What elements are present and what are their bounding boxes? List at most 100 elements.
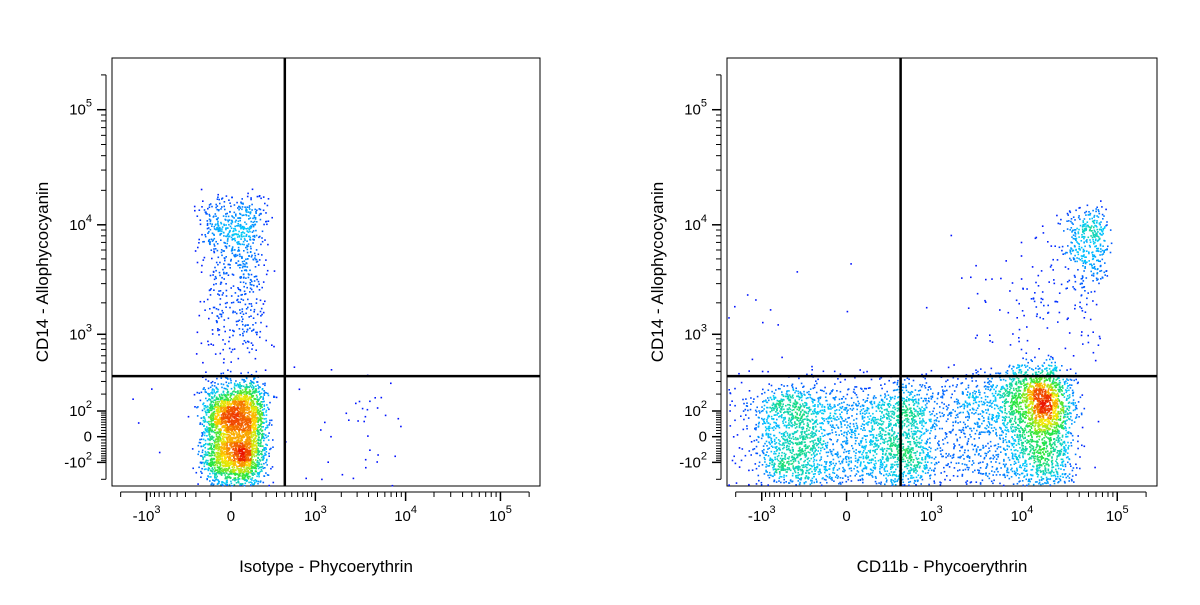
event-dot bbox=[764, 473, 766, 475]
event-dot bbox=[239, 264, 241, 266]
event-dot bbox=[221, 481, 223, 483]
event-dot bbox=[1081, 331, 1083, 333]
event-dot bbox=[227, 427, 229, 429]
event-dot bbox=[363, 421, 365, 423]
event-dot bbox=[982, 473, 984, 475]
event-dot bbox=[211, 423, 213, 425]
event-dot bbox=[215, 422, 217, 424]
event-dot bbox=[359, 401, 361, 403]
event-dot bbox=[242, 244, 244, 246]
event-dot bbox=[225, 402, 227, 404]
event-dot bbox=[1081, 414, 1083, 416]
event-dot bbox=[217, 446, 219, 448]
event-dot bbox=[968, 469, 970, 471]
event-dot bbox=[214, 226, 216, 228]
event-dot bbox=[1102, 214, 1104, 216]
event-dot bbox=[972, 373, 974, 375]
event-dot bbox=[255, 464, 257, 466]
event-dot bbox=[1091, 275, 1093, 277]
event-dot bbox=[201, 417, 203, 419]
event-dot bbox=[272, 439, 274, 441]
event-dot bbox=[260, 441, 262, 443]
event-dot bbox=[211, 249, 213, 251]
event-dot bbox=[996, 458, 998, 460]
event-dot bbox=[942, 397, 944, 399]
event-dot bbox=[244, 485, 246, 487]
event-dot bbox=[211, 451, 213, 453]
event-dot bbox=[902, 484, 904, 486]
event-dot bbox=[1035, 282, 1037, 284]
event-dot bbox=[1075, 373, 1077, 375]
event-dot bbox=[260, 408, 262, 410]
event-dot bbox=[381, 397, 383, 399]
event-dot bbox=[879, 378, 881, 380]
event-dot bbox=[234, 484, 236, 486]
event-dot bbox=[215, 353, 217, 355]
event-dot bbox=[245, 391, 247, 393]
event-dot bbox=[264, 385, 266, 387]
event-dot bbox=[244, 340, 246, 342]
event-dot bbox=[250, 197, 252, 199]
event-dot bbox=[239, 474, 241, 476]
event-dot bbox=[252, 224, 254, 226]
event-dot bbox=[1012, 333, 1014, 335]
event-dot bbox=[257, 384, 259, 386]
event-dot bbox=[227, 484, 229, 486]
event-dot bbox=[219, 230, 221, 232]
event-dot bbox=[242, 335, 244, 337]
event-dot bbox=[369, 449, 371, 451]
event-dot bbox=[261, 451, 263, 453]
event-dot bbox=[256, 403, 258, 405]
event-dot bbox=[1103, 215, 1105, 217]
event-dot bbox=[850, 475, 852, 477]
event-dot bbox=[1083, 280, 1085, 282]
event-dot bbox=[999, 373, 1001, 375]
y-tick-label: -102 bbox=[64, 450, 92, 471]
event-dot bbox=[1070, 465, 1072, 467]
event-dot bbox=[224, 201, 226, 203]
event-dot bbox=[234, 226, 236, 228]
event-dot bbox=[236, 482, 238, 484]
event-dot bbox=[246, 240, 248, 242]
event-dot bbox=[263, 457, 265, 459]
event-dot bbox=[260, 445, 262, 447]
event-dot bbox=[823, 391, 825, 393]
event-dot bbox=[247, 459, 249, 461]
event-dot bbox=[265, 435, 267, 437]
event-dot bbox=[1072, 470, 1074, 472]
event-dot bbox=[392, 485, 394, 487]
event-dot bbox=[234, 388, 236, 390]
event-dot bbox=[256, 286, 258, 288]
event-dot bbox=[1077, 448, 1079, 450]
event-dot bbox=[246, 331, 248, 333]
y-tick-label: 0 bbox=[84, 429, 92, 446]
event-dot bbox=[225, 256, 227, 258]
event-dot bbox=[231, 237, 233, 239]
event-dot bbox=[252, 420, 254, 422]
event-dot bbox=[209, 242, 211, 244]
event-dot bbox=[226, 464, 228, 466]
event-dot bbox=[757, 453, 759, 455]
event-dot bbox=[353, 478, 355, 480]
event-dot bbox=[237, 414, 239, 416]
event-dot bbox=[1079, 306, 1081, 308]
event-dot bbox=[256, 279, 258, 281]
event-dot bbox=[237, 255, 239, 257]
event-dot bbox=[266, 444, 268, 446]
event-dot bbox=[834, 371, 836, 373]
event-dot bbox=[225, 444, 227, 446]
event-dot bbox=[240, 207, 242, 209]
event-dot bbox=[238, 221, 240, 223]
event-dot bbox=[256, 481, 258, 483]
event-dot bbox=[242, 476, 244, 478]
event-dot bbox=[255, 230, 257, 232]
event-dot bbox=[791, 385, 793, 387]
event-dot bbox=[934, 468, 936, 470]
event-dot bbox=[940, 453, 942, 455]
event-dot bbox=[728, 484, 730, 486]
event-dot bbox=[209, 480, 211, 482]
event-dot bbox=[840, 391, 842, 393]
event-dot bbox=[267, 205, 269, 207]
event-dot bbox=[755, 463, 757, 465]
event-dot bbox=[230, 469, 232, 471]
